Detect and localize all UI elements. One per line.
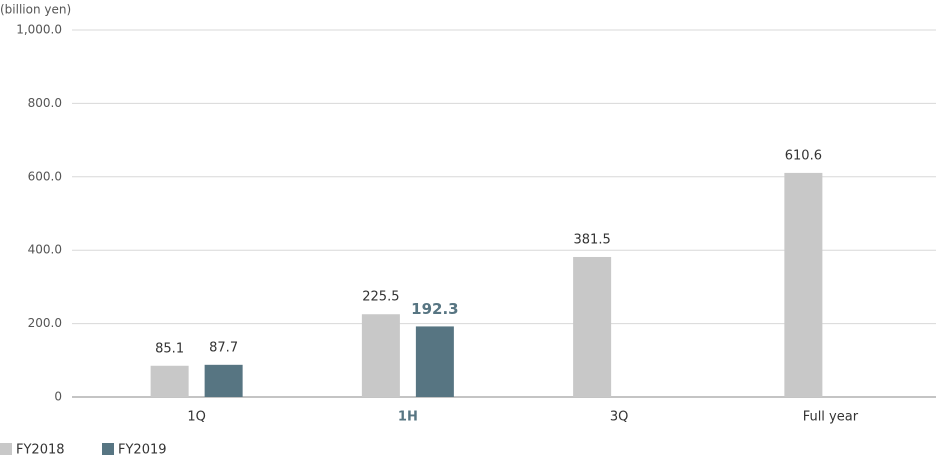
legend-swatch: [102, 443, 114, 455]
y-axis-label: (billion yen): [0, 3, 71, 17]
y-tick-label: 800.0: [28, 96, 62, 110]
bar: [415, 326, 454, 397]
legend-label: FY2019: [118, 443, 167, 456]
bar: [784, 172, 823, 397]
bar: [361, 314, 400, 397]
y-tick-label: 600.0: [28, 169, 62, 183]
x-tick-label: 3Q: [610, 410, 629, 425]
x-tick-label: Full year: [803, 410, 859, 425]
bar: [204, 364, 243, 397]
y-tick-label: 200.0: [28, 316, 62, 330]
value-label: 610.6: [785, 148, 822, 163]
x-tick-label: 1Q: [187, 410, 206, 425]
value-label: 192.3: [411, 300, 458, 318]
value-label: 225.5: [362, 290, 399, 305]
value-label: 87.7: [209, 340, 238, 355]
y-tick-label: 1,000.0: [16, 23, 62, 37]
legend-label: FY2018: [16, 443, 65, 456]
y-tick-label: 400.0: [28, 243, 62, 257]
x-tick-label: 1H: [398, 410, 418, 425]
y-tick-label: 0: [54, 390, 62, 404]
bar: [150, 365, 189, 397]
legend-swatch: [0, 443, 12, 455]
bar: [573, 256, 612, 397]
value-label: 381.5: [574, 232, 611, 247]
value-label: 85.1: [155, 341, 184, 356]
